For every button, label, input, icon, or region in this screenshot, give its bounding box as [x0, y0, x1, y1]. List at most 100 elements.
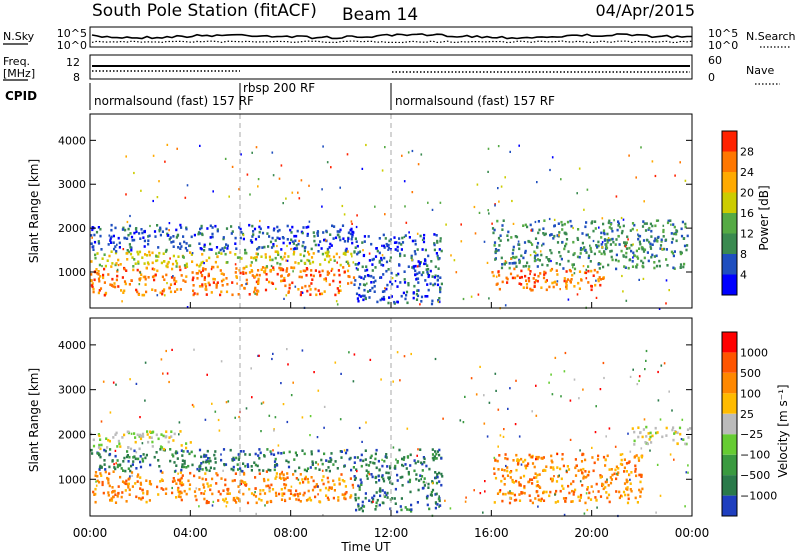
heatmap-cell [597, 240, 600, 244]
heatmap-cell [618, 490, 621, 494]
heatmap-cell [220, 290, 223, 294]
heatmap-cell [425, 464, 428, 468]
heatmap-cell [546, 264, 549, 267]
heatmap-cell [557, 222, 560, 225]
heatmap-cell [173, 461, 176, 464]
heatmap-cell [431, 480, 434, 483]
heatmap-cell [412, 266, 415, 270]
heatmap-cell [141, 256, 144, 259]
heatmap-cell [364, 275, 367, 278]
heatmap-cell [347, 262, 350, 265]
heatmap-cell [277, 253, 280, 256]
heatmap-cell [112, 234, 115, 238]
heatmap-cell [176, 234, 179, 238]
heatmap-cell [225, 227, 229, 230]
heatmap-cell [223, 464, 226, 467]
heatmap-cell [168, 380, 170, 384]
heatmap-cell [334, 361, 337, 364]
heatmap-cell [582, 475, 585, 478]
heatmap-cell [198, 242, 201, 245]
heatmap-cell [346, 239, 349, 243]
heatmap-cell [635, 176, 637, 179]
heatmap-cell [96, 252, 99, 255]
heatmap-cell [545, 465, 548, 468]
heatmap-cell [138, 277, 141, 281]
heatmap-cell [215, 286, 218, 289]
heatmap-cell [100, 466, 103, 469]
heatmap-cell [114, 454, 117, 458]
heatmap-cell [607, 493, 611, 497]
heatmap-cell [323, 238, 326, 242]
heatmap-cell [535, 455, 538, 459]
heatmap-cell [177, 255, 180, 258]
heatmap-cell [298, 275, 301, 279]
heatmap-cell [420, 273, 423, 277]
heatmap-cell [240, 153, 242, 156]
heatmap-cell [427, 275, 430, 279]
heatmap-cell [357, 505, 360, 508]
heatmap-cell [438, 448, 441, 452]
heatmap-cell [185, 242, 188, 245]
heatmap-cell [655, 264, 659, 268]
heatmap-cell [116, 445, 119, 448]
heatmap-cell [301, 478, 304, 481]
heatmap-cell [387, 268, 390, 271]
heatmap-cell [138, 496, 141, 500]
heatmap-cell [559, 254, 562, 258]
heatmap-cell [499, 489, 502, 492]
heatmap-cell [636, 383, 639, 386]
heatmap-cell [235, 267, 238, 270]
heatmap-cell [528, 453, 531, 457]
heatmap-cell [566, 278, 569, 281]
heatmap-cell [571, 273, 574, 277]
heatmap-cell [583, 512, 586, 515]
heatmap-cell [639, 480, 642, 484]
heatmap-cell [115, 462, 117, 465]
heatmap-cell [97, 277, 101, 281]
heatmap-cell [515, 255, 518, 259]
heatmap-cell [366, 282, 368, 285]
heatmap-cell [636, 263, 639, 266]
heatmap-cell [250, 269, 253, 272]
heatmap-cell [576, 238, 580, 241]
heatmap-cell [370, 281, 373, 284]
heatmap-cell [112, 381, 115, 384]
time-xlabel: Time UT [340, 540, 391, 554]
heatmap-cell [280, 472, 283, 475]
heatmap-cell [319, 488, 322, 492]
heatmap-cell [168, 436, 171, 439]
heatmap-cell [98, 480, 101, 484]
velocity-ylabel: Slant Range [km] [27, 368, 41, 472]
heatmap-cell [445, 223, 447, 226]
heatmap-cell [645, 222, 648, 225]
heatmap-cell [561, 453, 564, 456]
heatmap-cell [140, 498, 143, 501]
heatmap-cell [612, 240, 615, 244]
heatmap-cell [396, 245, 399, 249]
heatmap-cell [97, 433, 100, 436]
heatmap-cell [313, 371, 315, 374]
heatmap-cell [594, 496, 597, 499]
heatmap-cell [334, 460, 337, 463]
heatmap-cell [166, 232, 169, 236]
heatmap-cell [222, 278, 225, 282]
heatmap-cell [112, 495, 115, 499]
heatmap-cell [361, 294, 364, 298]
heatmap-cell [198, 265, 201, 268]
heatmap-cell [501, 499, 504, 503]
heatmap-cell [102, 273, 105, 277]
heatmap-cell [271, 258, 274, 262]
heatmap-cell [357, 484, 360, 488]
colorbar-segment [722, 254, 737, 275]
heatmap-cell [595, 405, 597, 408]
heatmap-cell [141, 432, 145, 436]
heatmap-cell [171, 348, 173, 351]
heatmap-cell [621, 453, 624, 456]
heatmap-cell [214, 450, 217, 453]
heatmap-cell [487, 209, 489, 212]
heatmap-cell [203, 243, 206, 247]
heatmap-cell [297, 478, 300, 481]
heatmap-cell [329, 242, 332, 246]
heatmap-cell [246, 173, 249, 176]
heatmap-cell [561, 223, 564, 227]
